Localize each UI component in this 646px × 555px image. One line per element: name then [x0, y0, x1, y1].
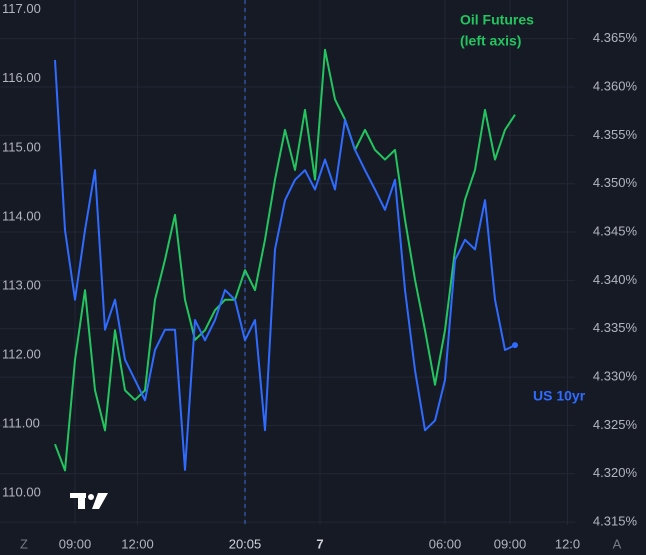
y-tick-label: 112.00	[2, 347, 41, 362]
y2-tick-label: 4.320%	[593, 465, 638, 480]
y2-tick-label: 4.350%	[593, 175, 638, 190]
x-tick-label: 12:0	[555, 536, 580, 551]
logo	[70, 493, 108, 509]
x-tick-label: 09:00	[494, 536, 527, 551]
button-label[interactable]: Z	[20, 536, 28, 551]
x-tick-label: 7	[316, 536, 323, 551]
y-tick-label: 111.00	[2, 416, 40, 431]
series-line	[54, 59, 516, 471]
x-tick-label: 12:00	[121, 536, 154, 551]
y2-tick-label: 4.335%	[593, 320, 638, 335]
y2-tick-label: 4.330%	[593, 369, 638, 384]
y-tick-label: 115.00	[2, 139, 41, 154]
x-tick-label: 06:00	[429, 536, 462, 551]
y-tick-label: 110.00	[2, 485, 41, 500]
y2-tick-label: 4.355%	[593, 127, 638, 142]
button[interactable]: Z	[20, 536, 28, 551]
series-label: US 10yr	[533, 388, 586, 404]
y-tick-label: 117.00	[2, 1, 41, 16]
logo-part	[88, 494, 94, 500]
logo-part	[78, 493, 85, 509]
last-point	[512, 342, 518, 349]
button-label[interactable]: A	[613, 536, 622, 551]
y2-tick-label: 4.315%	[593, 514, 638, 529]
x-tick-label: 20:05	[229, 536, 262, 551]
button[interactable]: A	[613, 536, 622, 551]
y-tick-label: 116.00	[2, 70, 41, 85]
x-tick-label: 09:00	[59, 536, 92, 551]
y2-tick-label: 4.360%	[593, 78, 638, 93]
y2-tick-label: 4.325%	[593, 417, 638, 432]
y-tick-label: 114.00	[2, 208, 41, 223]
annotation: (left axis)	[460, 33, 521, 49]
series-label: Oil Futures	[460, 12, 534, 28]
y-tick-label: 113.00	[2, 277, 41, 292]
y2-tick-label: 4.365%	[593, 30, 638, 45]
y2-tick-label: 4.340%	[593, 272, 638, 287]
series-line	[54, 48, 516, 472]
logo-part	[92, 493, 108, 509]
y2-tick-label: 4.345%	[593, 223, 638, 238]
